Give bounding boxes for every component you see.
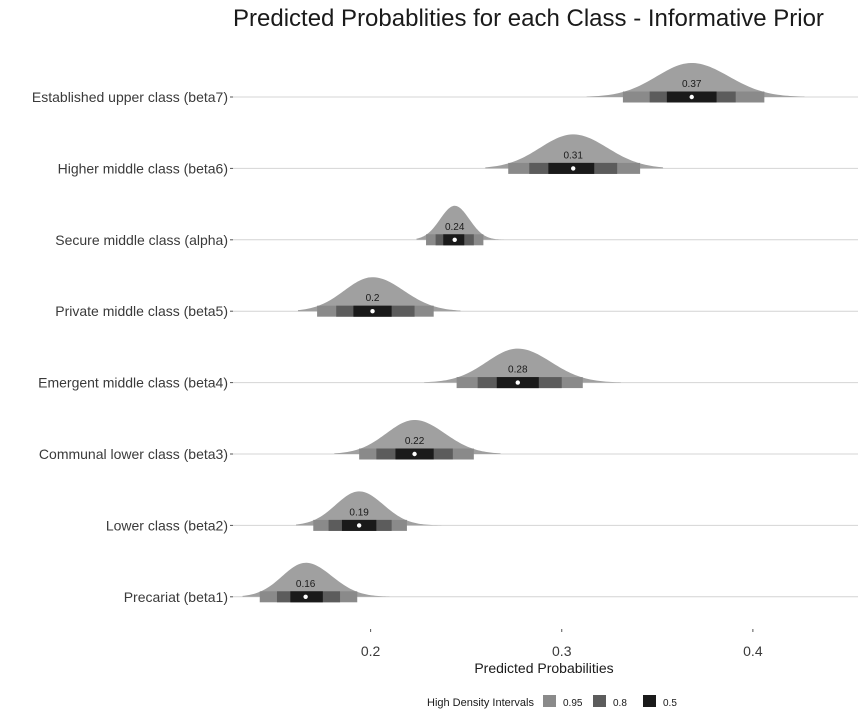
- y-tick-label: Communal lower class (beta3): [39, 446, 228, 462]
- point-estimate: [356, 523, 362, 528]
- point-estimate: [689, 94, 694, 100]
- legend-key: [593, 695, 606, 707]
- y-tick-label: Precariat (beta1): [124, 589, 228, 605]
- point-estimate: [412, 451, 417, 457]
- y-tick-labels: Established upper class (beta7) Higher mi…: [32, 89, 233, 605]
- interval-layer: 0.37 0.31 0.24 0.2 0.28 0.22 0.19 0.16: [259, 79, 765, 603]
- density-curve: [334, 420, 501, 454]
- legend-label: 0.95: [563, 698, 583, 709]
- chart-title: Predicted Probablities for each Class - …: [233, 5, 824, 32]
- density-curve: [586, 63, 805, 97]
- y-tick-label: Established upper class (beta7): [32, 89, 228, 105]
- density-layer: [242, 63, 805, 597]
- point-label: 0.19: [349, 507, 369, 518]
- x-tick-label: 0.4: [743, 643, 763, 659]
- legend: High Density Intervals 0.95 0.8 0.5: [427, 695, 677, 709]
- point-label: 0.2: [366, 293, 380, 304]
- y-tick-label: Higher middle class (beta6): [58, 160, 228, 176]
- x-axis-title: Predicted Probabilities: [474, 660, 613, 676]
- point-label: 0.31: [563, 150, 583, 161]
- density-curve: [485, 134, 664, 169]
- density-curve: [242, 562, 390, 597]
- point-estimate: [571, 166, 576, 171]
- x-tick-label: 0.2: [361, 643, 381, 659]
- point-estimate: [452, 237, 457, 242]
- x-axis: 0.2 0.3 0.4: [361, 629, 763, 659]
- density-curve: [296, 491, 442, 526]
- legend-label: 0.8: [613, 698, 627, 709]
- density-curve: [424, 348, 621, 383]
- point-estimate: [370, 309, 375, 314]
- legend-key: [643, 695, 656, 707]
- legend-title: High Density Intervals: [427, 697, 534, 709]
- point-label: 0.24: [445, 222, 465, 233]
- point-label: 0.16: [296, 579, 316, 590]
- legend-key: [543, 695, 556, 707]
- point-label: 0.37: [682, 79, 702, 90]
- density-curve: [297, 277, 461, 312]
- y-tick-label: Private middle class (beta5): [55, 303, 228, 319]
- legend-label: 0.5: [663, 698, 677, 709]
- y-tick-label: Emergent middle class (beta4): [38, 375, 228, 391]
- density-curve: [416, 205, 507, 240]
- y-tick-label: Lower class (beta2): [106, 517, 228, 533]
- point-label: 0.28: [508, 365, 528, 376]
- point-estimate: [515, 380, 520, 385]
- x-tick-label: 0.3: [552, 643, 572, 659]
- y-tick-label: Secure middle class (alpha): [55, 232, 228, 248]
- point-label: 0.22: [405, 436, 425, 447]
- point-estimate: [303, 594, 308, 599]
